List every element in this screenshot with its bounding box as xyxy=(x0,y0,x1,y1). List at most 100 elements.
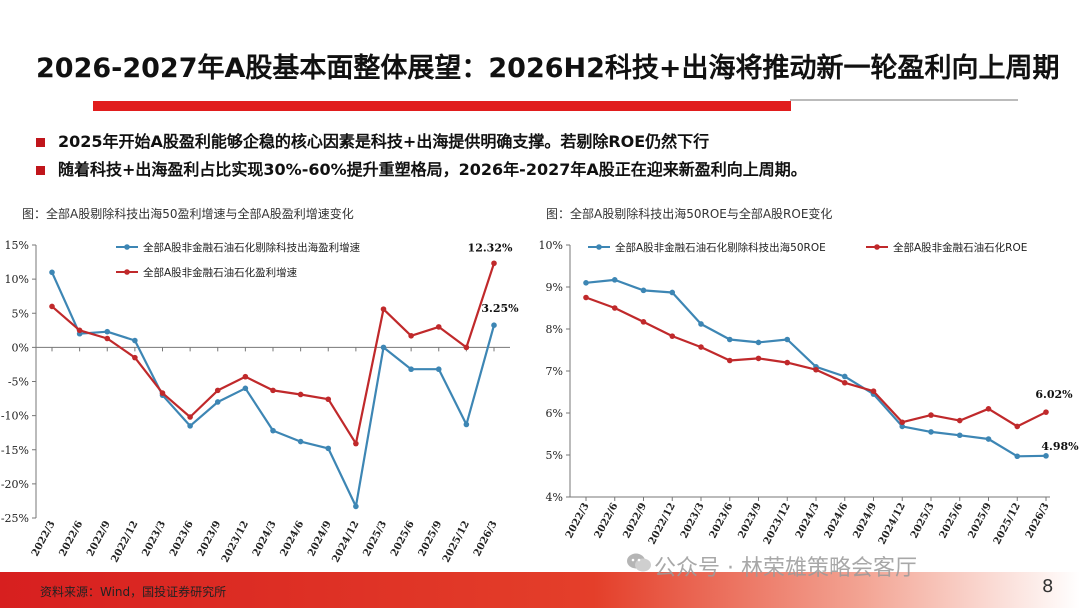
x-tick-label: 2024/6 xyxy=(279,519,307,558)
y-tick-label: 5% xyxy=(12,307,29,320)
x-tick-label: 2022/3 xyxy=(30,519,58,558)
x-tick-label: 2022/12 xyxy=(109,519,140,564)
y-tick-label: -25% xyxy=(1,512,29,525)
x-tick-label: 2023/6 xyxy=(168,519,196,558)
x-tick-label: 2024/12 xyxy=(877,501,908,546)
data-point xyxy=(726,336,733,343)
data-point xyxy=(956,417,963,424)
data-point xyxy=(408,366,414,373)
bullet-square-icon xyxy=(36,138,45,147)
data-point xyxy=(408,332,414,339)
y-tick-label: 10% xyxy=(539,239,563,252)
page-number: 8 xyxy=(1042,576,1054,597)
x-tick-label: 2024/3 xyxy=(251,519,279,558)
data-point xyxy=(726,357,733,364)
data-point xyxy=(380,344,387,351)
legend-marker xyxy=(124,244,130,250)
legend-label: 全部A股非金融石油石化ROE xyxy=(893,241,1027,254)
y-tick-label: -20% xyxy=(1,478,29,491)
y-tick-label: 5% xyxy=(546,449,563,462)
x-tick-label: 2025/3 xyxy=(909,501,937,540)
data-point xyxy=(214,387,221,394)
data-point xyxy=(242,385,249,392)
data-point xyxy=(928,412,934,418)
chart-caption-left: 图：全部A股剔除科技出海50盈利增速与全部A股盈利增速变化 xyxy=(22,207,354,221)
data-point xyxy=(463,344,470,351)
x-tick-label: 2022/12 xyxy=(647,501,678,546)
data-point xyxy=(1014,423,1021,430)
data-point xyxy=(353,503,359,510)
y-tick-label: -10% xyxy=(1,410,29,423)
bullet-list: 2025年开始A股盈利能够企稳的核心因素是科技+出海提供明确支撑。若剔除ROE仍… xyxy=(34,128,807,184)
wechat-icon xyxy=(627,553,651,572)
data-point xyxy=(698,344,704,350)
data-point xyxy=(159,390,166,396)
x-tick-label: 2023/9 xyxy=(736,501,764,540)
y-tick-label: 15% xyxy=(5,239,29,252)
data-point xyxy=(325,445,332,452)
data-point xyxy=(325,396,332,403)
x-tick-label: 2023/9 xyxy=(196,519,224,558)
data-label: 4.98% xyxy=(1041,440,1079,453)
y-tick-label: 10% xyxy=(5,273,29,286)
x-tick-label: 2023/3 xyxy=(679,501,707,540)
x-tick-label: 2023/3 xyxy=(140,519,168,558)
data-point xyxy=(755,355,762,362)
data-point xyxy=(870,388,877,394)
y-tick-label: -15% xyxy=(1,444,29,457)
x-tick-label: 2025/12 xyxy=(441,519,472,564)
chart-caption-right: 图：全部A股剔除科技出海50ROE与全部A股ROE变化 xyxy=(546,207,833,221)
x-tick-label: 2023/6 xyxy=(708,501,736,540)
x-tick-label: 2023/12 xyxy=(762,501,793,546)
legend-label: 全部A股非金融石油石化剔除科技出海盈利增速 xyxy=(143,241,361,254)
y-tick-label: 7% xyxy=(546,365,563,378)
footer-band xyxy=(0,572,1080,608)
series-line xyxy=(51,262,496,445)
bullet-item: 随着科技+出海盈利占比实现30%-60%提升重塑格局，2026年-2027年A股… xyxy=(34,156,807,184)
source-note: 资料来源：Wind，国投证券研究所 xyxy=(40,585,227,599)
x-tick-label: 2025/9 xyxy=(417,519,445,558)
data-point xyxy=(132,354,138,361)
data-point xyxy=(899,419,906,426)
title-underline-thin xyxy=(790,99,1018,101)
data-point xyxy=(1014,453,1021,460)
data-point xyxy=(640,287,647,294)
data-point xyxy=(813,366,819,373)
x-tick-label: 2024/9 xyxy=(851,501,879,540)
y-tick-label: -5% xyxy=(8,376,29,389)
data-point xyxy=(491,322,497,328)
x-tick-label: 2022/3 xyxy=(564,501,592,540)
x-tick-label: 2026/3 xyxy=(1024,501,1052,540)
data-point xyxy=(187,423,193,429)
data-point xyxy=(669,333,676,339)
data-point xyxy=(270,427,276,434)
legend-marker xyxy=(874,244,880,250)
data-point xyxy=(956,432,963,439)
y-tick-label: 6% xyxy=(546,407,563,420)
y-tick-label: 9% xyxy=(546,281,563,294)
data-point xyxy=(583,294,589,301)
x-tick-label: 2025/9 xyxy=(966,501,994,540)
roe-chart: 10% 9% 8% 7% 6% 5% 4%2022/3 2022/6 2022/92022/12… xyxy=(539,239,1080,546)
data-point xyxy=(104,328,111,335)
x-tick-label: 2024/9 xyxy=(306,519,334,558)
data-point xyxy=(49,269,55,276)
data-point xyxy=(297,391,304,398)
data-point xyxy=(899,423,906,430)
y-tick-label: 8% xyxy=(546,323,563,336)
bullet-item: 2025年开始A股盈利能够企稳的核心因素是科技+出海提供明确支撑。若剔除ROE仍… xyxy=(34,128,807,156)
bullet-text: 2025年开始A股盈利能够企稳的核心因素是科技+出海提供明确支撑。若剔除ROE仍… xyxy=(58,132,710,151)
bullet-text: 随着科技+出海盈利占比实现30%-60%提升重塑格局，2026年-2027年A股… xyxy=(58,160,807,179)
data-point xyxy=(985,406,992,412)
legend-marker xyxy=(596,244,602,250)
data-point xyxy=(104,335,111,342)
data-point xyxy=(49,303,55,310)
x-tick-label: 2022/9 xyxy=(85,519,113,558)
data-point xyxy=(698,321,704,327)
data-point xyxy=(463,421,470,428)
data-point xyxy=(297,438,304,445)
data-point xyxy=(1043,409,1049,415)
data-label: 6.02% xyxy=(1035,388,1073,401)
data-point xyxy=(611,305,618,311)
data-point xyxy=(380,306,387,312)
